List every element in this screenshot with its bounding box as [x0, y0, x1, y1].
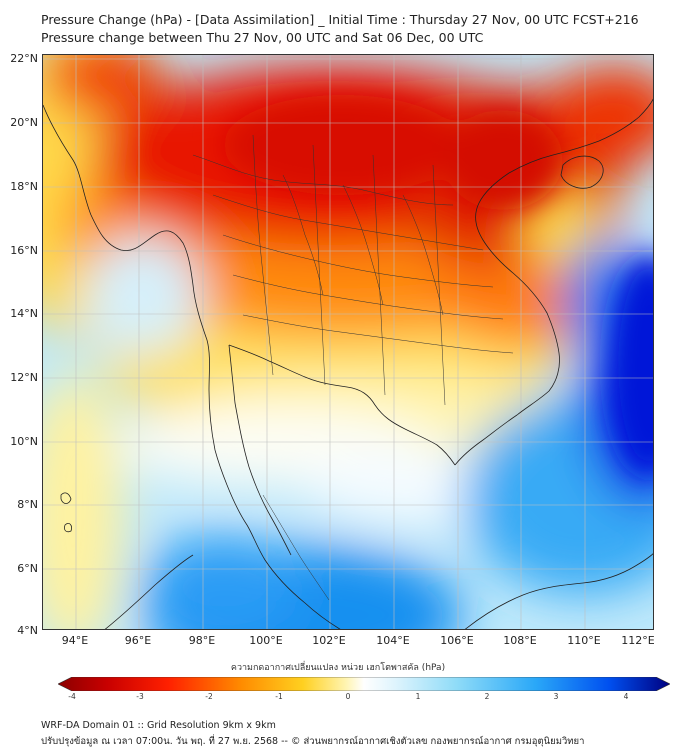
colorbar — [58, 677, 670, 691]
lon-label-108: 108°E — [503, 634, 537, 647]
lon-label-112: 112°E — [621, 634, 655, 647]
lat-label-10: 10°N — [10, 435, 38, 448]
lat-label-4: 4°N — [17, 624, 38, 637]
lon-label-94: 94°E — [61, 634, 89, 647]
lat-label-6: 6°N — [17, 562, 38, 575]
colorbar-title: ความกดอากาศเปลี่ยนแปลง หน่วย เฮกโตพาสคัล… — [230, 663, 446, 673]
colorbar-tick: 1 — [415, 692, 421, 701]
lat-label-16: 16°N — [10, 244, 38, 257]
colorbar-tick: -4 — [68, 692, 76, 701]
lon-label-104: 104°E — [376, 634, 410, 647]
lon-label-98: 98°E — [188, 634, 216, 647]
colorbar-tick: -1 — [275, 692, 283, 701]
footer-update-info: ปรับปรุงข้อมูล ณ เวลา 07:00น. วัน พฤ. ที… — [41, 736, 585, 747]
lat-label-20: 20°N — [10, 116, 38, 129]
chart-subtitle: Pressure change between Thu 27 Nov, 00 U… — [41, 30, 484, 45]
lon-label-106: 106°E — [440, 634, 474, 647]
colorbar-tick: 3 — [553, 692, 559, 701]
lon-label-96: 96°E — [124, 634, 152, 647]
colorbar-tick: -2 — [205, 692, 213, 701]
colorbar-tick: 4 — [623, 692, 629, 701]
graticule — [43, 55, 653, 629]
lon-label-110: 110°E — [567, 634, 601, 647]
lon-label-100: 100°E — [249, 634, 283, 647]
chart-title: Pressure Change (hPa) - [Data Assimilati… — [41, 12, 639, 27]
lat-label-12: 12°N — [10, 371, 38, 384]
colorbar-tick: -3 — [136, 692, 144, 701]
lat-label-14: 14°N — [10, 307, 38, 320]
lat-label-22: 22°N — [10, 52, 38, 65]
colorbar-tick: 2 — [484, 692, 490, 701]
footer-model-info: WRF-DA Domain 01 :: Grid Resolution 9km … — [41, 720, 276, 731]
colorbar-tick: 0 — [345, 692, 351, 701]
coastlines — [43, 98, 653, 629]
pressure-change-map — [42, 54, 654, 630]
lon-label-102: 102°E — [312, 634, 346, 647]
lat-label-18: 18°N — [10, 180, 38, 193]
lat-label-8: 8°N — [17, 498, 38, 511]
province-borders — [192, 134, 514, 601]
